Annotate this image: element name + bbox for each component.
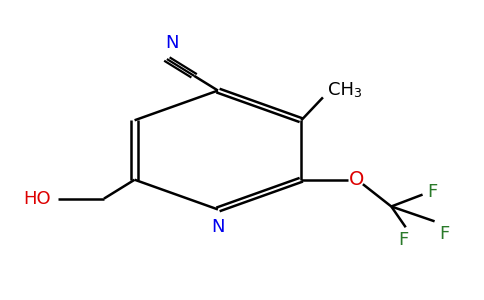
Text: F: F bbox=[427, 183, 438, 201]
Text: N: N bbox=[165, 34, 179, 52]
Text: F: F bbox=[439, 225, 450, 243]
Text: N: N bbox=[211, 218, 225, 236]
Text: F: F bbox=[398, 231, 408, 249]
Text: CH: CH bbox=[328, 81, 354, 99]
Text: O: O bbox=[349, 170, 364, 189]
Text: 3: 3 bbox=[353, 87, 361, 100]
Text: HO: HO bbox=[23, 190, 51, 208]
